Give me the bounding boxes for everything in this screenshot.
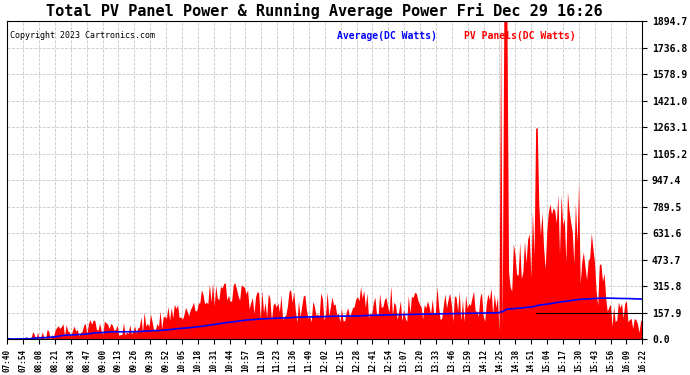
Text: Average(DC Watts): Average(DC Watts) — [337, 31, 437, 41]
Text: PV Panels(DC Watts): PV Panels(DC Watts) — [464, 31, 576, 41]
Title: Total PV Panel Power & Running Average Power Fri Dec 29 16:26: Total PV Panel Power & Running Average P… — [46, 3, 603, 19]
Text: Copyright 2023 Cartronics.com: Copyright 2023 Cartronics.com — [10, 31, 155, 40]
